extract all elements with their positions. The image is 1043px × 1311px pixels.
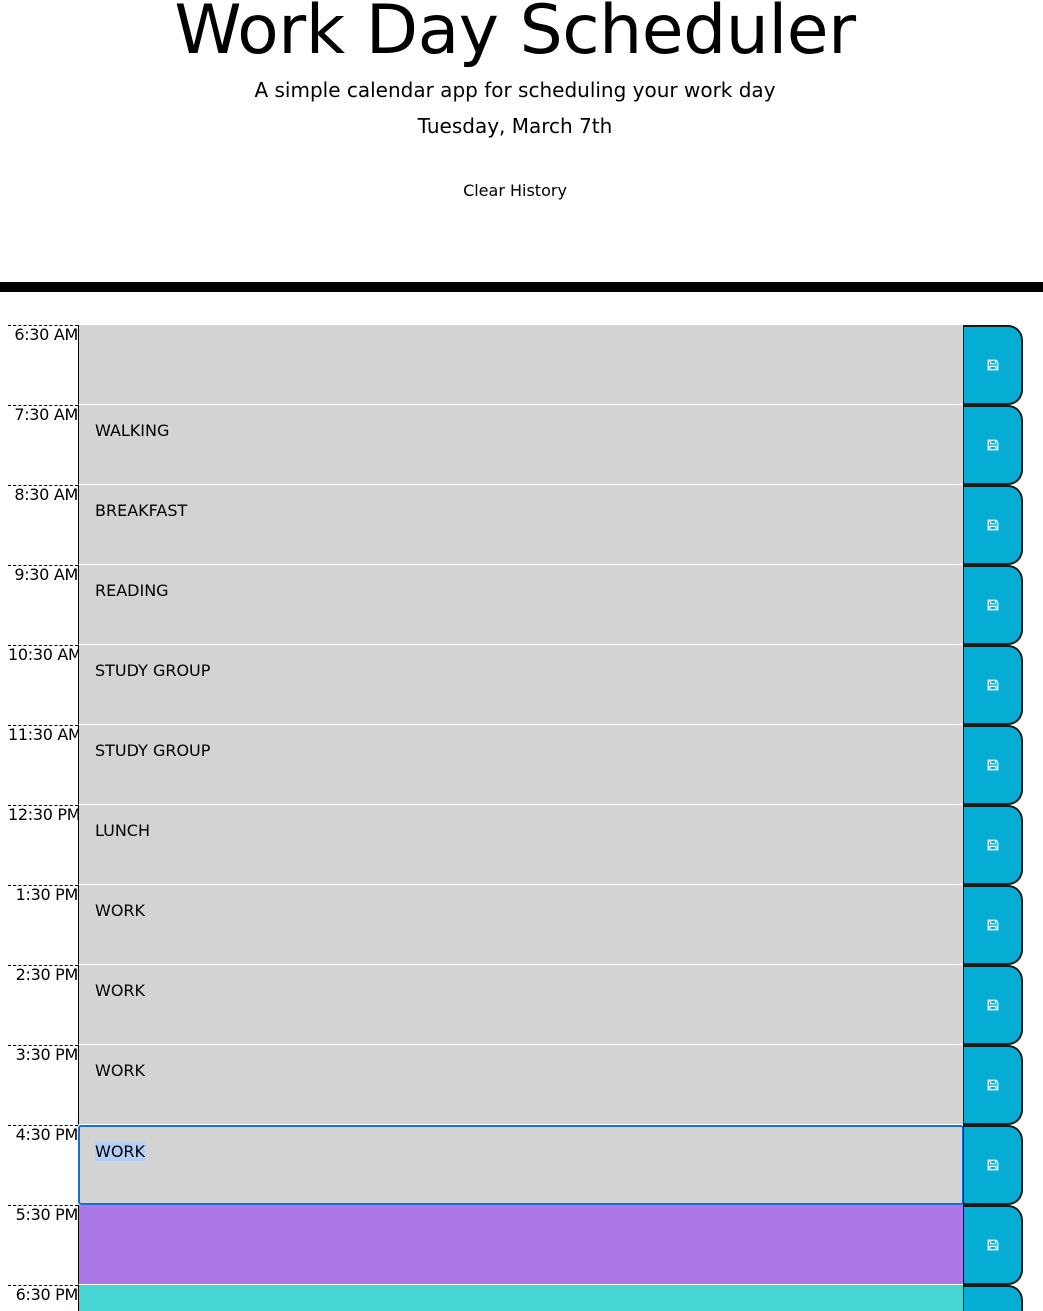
floppy-disk-icon: [986, 758, 1000, 772]
floppy-disk-icon: [986, 358, 1000, 372]
floppy-disk-icon: [986, 918, 1000, 932]
time-block-row: 6:30 AM: [8, 325, 1024, 405]
time-block-row: 1:30 PM WORK: [8, 885, 1024, 965]
event-text: WORK: [95, 901, 146, 920]
current-day: Tuesday, March 7th: [417, 114, 613, 138]
time-block-row: 12:30 PM LUNCH: [8, 805, 1024, 885]
event-description-input[interactable]: READING: [78, 565, 964, 645]
save-button[interactable]: [963, 725, 1023, 805]
floppy-disk-icon: [986, 838, 1000, 852]
event-text: WALKING: [95, 421, 170, 440]
hour-label: 10:30 AM: [8, 645, 82, 725]
save-button[interactable]: [963, 1125, 1023, 1205]
hour-label: 11:30 AM: [8, 725, 82, 805]
save-button[interactable]: [963, 645, 1023, 725]
event-text: WORK: [95, 981, 146, 1000]
floppy-disk-icon: [986, 1238, 1000, 1252]
event-description-input[interactable]: BREAKFAST: [78, 485, 964, 565]
save-button[interactable]: [963, 325, 1023, 405]
time-block-row: 3:30 PM WORK: [8, 1045, 1024, 1125]
time-block-row: 2:30 PM WORK: [8, 965, 1024, 1045]
event-text: WORK: [95, 1142, 146, 1161]
hour-label: 1:30 PM: [8, 885, 78, 965]
time-block-row: 4:30 PM WORK: [8, 1125, 1024, 1205]
page-subtitle: A simple calendar app for scheduling you…: [254, 78, 776, 102]
event-description-input[interactable]: STUDY GROUP: [78, 725, 964, 805]
hour-label: 2:30 PM: [8, 965, 78, 1045]
floppy-disk-icon: [986, 518, 1000, 532]
floppy-disk-icon: [986, 998, 1000, 1012]
floppy-disk-icon: [986, 1078, 1000, 1092]
event-description-input[interactable]: WORK: [78, 965, 964, 1045]
event-text: STUDY GROUP: [95, 741, 211, 760]
save-button[interactable]: [963, 965, 1023, 1045]
save-button[interactable]: [963, 1285, 1023, 1311]
event-description-input[interactable]: WORK: [78, 1045, 964, 1125]
hour-label: 6:30 PM: [8, 1285, 78, 1311]
save-button[interactable]: [963, 1045, 1023, 1125]
time-block-row: 8:30 AM BREAKFAST: [8, 485, 1024, 565]
hour-label: 3:30 PM: [8, 1045, 78, 1125]
time-block-row: 9:30 AM READING: [8, 565, 1024, 645]
event-description-input[interactable]: [78, 1205, 964, 1285]
hour-label: 5:30 PM: [8, 1205, 78, 1285]
save-button[interactable]: [963, 565, 1023, 645]
event-description-input[interactable]: WORK: [78, 885, 964, 965]
event-description-input[interactable]: LUNCH: [78, 805, 964, 885]
time-block-row: 5:30 PM: [8, 1205, 1024, 1285]
time-block-row: 6:30 PM: [8, 1285, 1024, 1311]
event-description-input[interactable]: WALKING: [78, 405, 964, 485]
event-description-input[interactable]: STUDY GROUP: [78, 645, 964, 725]
event-text: READING: [95, 581, 169, 600]
header: Work Day Scheduler A simple calendar app…: [0, 0, 1043, 292]
hour-label: 8:30 AM: [8, 485, 78, 565]
hour-label: 6:30 AM: [8, 325, 78, 405]
hour-label: 4:30 PM: [8, 1125, 78, 1205]
floppy-disk-icon: [986, 598, 1000, 612]
floppy-disk-icon: [986, 438, 1000, 452]
save-button[interactable]: [963, 805, 1023, 885]
floppy-disk-icon: [986, 1158, 1000, 1172]
clear-history-button[interactable]: Clear History: [445, 178, 585, 204]
event-text: BREAKFAST: [95, 501, 188, 520]
time-block-row: 11:30 AM STUDY GROUP: [8, 725, 1024, 805]
hour-label: 7:30 AM: [8, 405, 78, 485]
event-text: STUDY GROUP: [95, 661, 211, 680]
event-description-input[interactable]: [78, 325, 964, 405]
hour-label: 9:30 AM: [8, 565, 78, 645]
time-block-list: 6:30 AM 7:30 AM WALKING 8:30 AM BREAKFAST 9:3…: [0, 325, 1043, 1311]
event-description-input[interactable]: WORK: [78, 1125, 964, 1205]
event-description-input[interactable]: [78, 1285, 964, 1311]
time-block-row: 7:30 AM WALKING: [8, 405, 1024, 485]
event-text: WORK: [95, 1061, 146, 1080]
save-button[interactable]: [963, 1205, 1023, 1285]
save-button[interactable]: [963, 485, 1023, 565]
save-button[interactable]: [963, 885, 1023, 965]
page-title: Work Day Scheduler: [174, 0, 856, 70]
time-block-row: 10:30 AM STUDY GROUP: [8, 645, 1024, 725]
hour-label: 12:30 PM: [8, 805, 81, 885]
floppy-disk-icon: [986, 678, 1000, 692]
event-text: LUNCH: [95, 821, 150, 840]
save-button[interactable]: [963, 405, 1023, 485]
